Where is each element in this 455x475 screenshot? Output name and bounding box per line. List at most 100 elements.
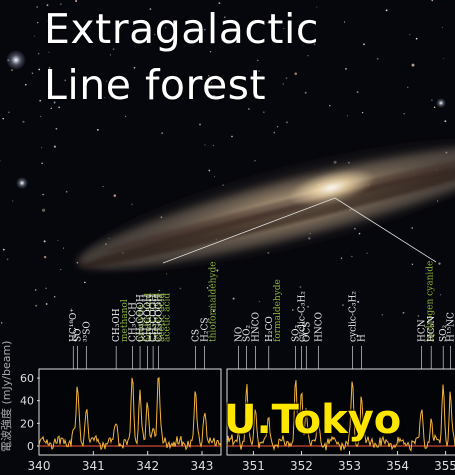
title-line-1: Extragalactic [44, 5, 319, 53]
star [48, 51, 50, 53]
star [291, 309, 294, 311]
star [1, 322, 3, 324]
star [41, 162, 43, 165]
star [210, 82, 213, 84]
star [213, 176, 216, 178]
line-label: HNCO [251, 312, 261, 342]
line-label: cyclic-C₃H₂ [348, 291, 358, 342]
star [34, 35, 36, 37]
star [351, 255, 353, 258]
star [38, 68, 41, 71]
star [149, 8, 152, 10]
star [411, 227, 413, 229]
watermark: U.Tokyo [224, 397, 402, 443]
star [415, 37, 418, 40]
star [43, 240, 46, 243]
star [2, 248, 5, 251]
star [50, 107, 53, 110]
star [59, 3, 62, 6]
molecule-name: formaldehyde [273, 279, 283, 342]
line-label: HC₃N [427, 316, 437, 342]
star [206, 287, 209, 289]
star [46, 4, 49, 7]
star [254, 160, 256, 162]
star [441, 26, 444, 28]
star [84, 281, 86, 284]
star [366, 252, 368, 255]
x-tick-label: 352 [290, 459, 313, 473]
star [363, 43, 365, 46]
star [273, 131, 276, 134]
star [208, 169, 211, 172]
y-axis-label: 電波強度 (mJy/beam) [0, 340, 13, 452]
line-label: HNCO [314, 312, 324, 342]
star [45, 287, 47, 289]
star [113, 194, 117, 197]
star [8, 111, 10, 113]
star [41, 147, 43, 149]
star [218, 2, 221, 5]
spectrum-trace [38, 377, 222, 451]
star [329, 104, 331, 107]
star [42, 208, 46, 212]
star [411, 63, 415, 67]
line-label: HCN [418, 319, 428, 342]
star [199, 123, 201, 126]
star [408, 33, 411, 36]
star [316, 6, 318, 8]
y-tick-label: 20 [20, 417, 34, 430]
star [212, 94, 216, 98]
star [53, 145, 57, 148]
x-tick-label: 343 [191, 459, 214, 473]
star [263, 111, 265, 113]
star [411, 263, 414, 266]
x-tick-label: 353 [338, 459, 361, 473]
star [377, 58, 379, 60]
molecule-name: methanol [120, 299, 130, 342]
zoom-pointer-line [162, 197, 336, 264]
star [248, 108, 250, 110]
star [254, 96, 257, 99]
y-tick-label: 40 [20, 395, 34, 408]
star [53, 101, 56, 104]
line-label: ³³SO [82, 321, 92, 342]
line-label: H₂CS [201, 317, 211, 342]
line-label: H¹⁵NC [446, 312, 455, 342]
star [277, 126, 279, 128]
star [62, 97, 65, 99]
star [340, 257, 343, 259]
star [35, 304, 38, 307]
star [37, 21, 39, 24]
star [109, 54, 111, 56]
star [224, 16, 226, 18]
star [208, 284, 211, 287]
star [161, 132, 164, 135]
star [0, 160, 1, 162]
star [407, 86, 409, 88]
star [36, 5, 39, 8]
molecule-name: acetic acid [163, 293, 173, 342]
star [34, 289, 37, 291]
star [31, 72, 34, 74]
star [402, 311, 405, 314]
star [216, 269, 219, 272]
star [22, 120, 25, 123]
star [307, 54, 309, 57]
title-line-2: Line forest [44, 61, 267, 109]
star [55, 127, 58, 130]
star [431, 0, 433, 2]
star [64, 79, 66, 81]
line-label: CH₃OH [112, 308, 122, 342]
star [232, 297, 235, 300]
line-label: cyclic-C₃H₂ [298, 291, 308, 342]
star [180, 88, 182, 90]
y-tick-label: 0 [27, 440, 34, 453]
molecule-name: propyne [136, 305, 146, 342]
star [25, 83, 27, 86]
star [40, 115, 42, 117]
line-label: SO₂ [292, 324, 302, 342]
star [342, 304, 344, 307]
star [43, 255, 47, 259]
star [133, 66, 136, 69]
